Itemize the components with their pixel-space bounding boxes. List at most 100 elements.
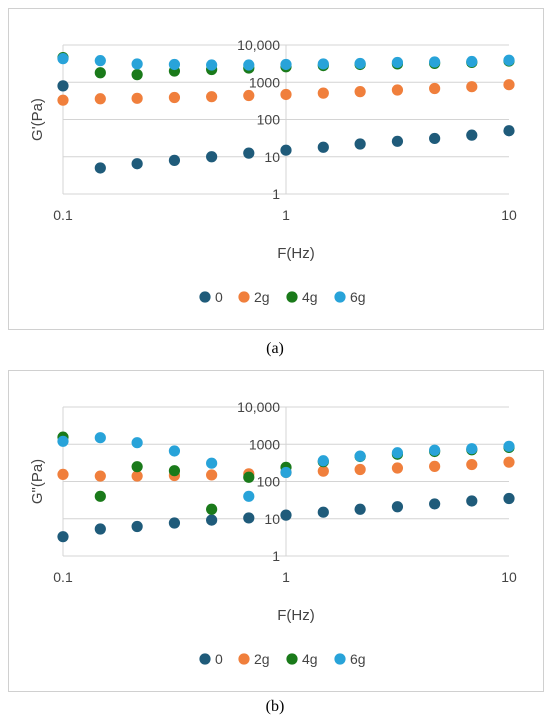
data-point-0 bbox=[206, 151, 218, 163]
legend-marker-0 bbox=[199, 291, 211, 303]
legend-label-2g: 2g bbox=[254, 651, 270, 667]
y-tick-label: 10 bbox=[264, 511, 280, 527]
data-point-6g bbox=[57, 435, 69, 447]
data-point-0 bbox=[503, 125, 515, 137]
data-point-6g bbox=[391, 56, 404, 69]
caption-a: (a) bbox=[266, 340, 284, 357]
data-point-6g bbox=[466, 443, 478, 455]
legend-marker-6g bbox=[334, 653, 346, 665]
data-point-2g bbox=[317, 465, 329, 477]
data-point-0 bbox=[429, 498, 441, 510]
data-point-0 bbox=[131, 158, 143, 170]
data-point-2g bbox=[503, 456, 515, 468]
data-point-2g bbox=[466, 81, 478, 93]
data-point-0 bbox=[429, 132, 441, 145]
data-point-6g bbox=[429, 444, 441, 456]
data-point-6g bbox=[503, 440, 515, 452]
data-point-0 bbox=[168, 154, 181, 166]
data-point-0 bbox=[168, 517, 181, 529]
data-point-2g bbox=[280, 88, 292, 101]
x-tick-label: 0.1 bbox=[53, 207, 73, 223]
data-point-0 bbox=[94, 523, 106, 535]
data-point-0 bbox=[354, 138, 366, 150]
x-tick-label: 0.1 bbox=[53, 569, 73, 585]
x-axis-title: F(Hz) bbox=[277, 245, 315, 262]
data-point-6g bbox=[503, 54, 515, 66]
data-point-0 bbox=[280, 509, 292, 521]
data-point-2g bbox=[466, 458, 478, 471]
data-point-2g bbox=[206, 91, 218, 103]
legend-label-4g: 4g bbox=[302, 289, 318, 305]
data-point-2g bbox=[503, 79, 515, 91]
legend-marker-2g bbox=[238, 653, 250, 665]
data-point-6g bbox=[466, 55, 478, 68]
y-tick-label: 1 bbox=[272, 186, 280, 202]
data-point-6g bbox=[206, 457, 218, 469]
data-point-0 bbox=[131, 520, 143, 533]
chart-b-panel: 1 10 100 1000 10,000 0.1 1 10 F(Hz) G"(Pa) 0 2g 4g 6g bbox=[8, 370, 544, 692]
data-point-4g bbox=[206, 503, 218, 515]
data-point-6g bbox=[131, 437, 143, 449]
legend-label-6g: 6g bbox=[350, 651, 366, 667]
legend-label-0: 0 bbox=[215, 289, 223, 305]
y-axis-title: G'(Pa) bbox=[29, 98, 46, 141]
legend-marker-4g bbox=[286, 653, 298, 665]
y-tick-label: 10,000 bbox=[237, 399, 280, 415]
y-tick-label: 1000 bbox=[249, 436, 280, 452]
chart-b: 1 10 100 1000 10,000 0.1 1 10 F(Hz) G"(Pa) 0 2g 4g 6g bbox=[29, 399, 517, 667]
data-point-0 bbox=[354, 503, 366, 515]
chart-a: 1 10 100 1000 10,000 0.1 1 10 F(Hz) G'(Pa) 0 2g 4g 6g bbox=[29, 37, 517, 305]
data-point-2g bbox=[94, 470, 106, 482]
y-tick-label: 10,000 bbox=[237, 37, 280, 53]
data-point-0 bbox=[503, 492, 515, 505]
data-point-2g bbox=[57, 94, 69, 106]
legend-label-6g: 6g bbox=[350, 289, 366, 305]
data-point-6g bbox=[94, 432, 106, 444]
x-tick-label: 1 bbox=[282, 207, 290, 223]
data-point-2g bbox=[168, 91, 181, 104]
data-point-6g bbox=[168, 445, 181, 457]
data-point-0 bbox=[466, 495, 478, 507]
y-tick-label: 100 bbox=[257, 474, 281, 490]
data-point-6g bbox=[57, 53, 69, 65]
chart-a-panel: 1 10 100 1000 10,000 0.1 1 10 F(Hz) G'(Pa) 0 2g 4g 6g bbox=[8, 8, 544, 330]
data-point-0 bbox=[243, 512, 255, 524]
data-point-6g bbox=[317, 58, 329, 70]
x-tick-label: 1 bbox=[282, 569, 290, 585]
y-tick-label: 1000 bbox=[249, 74, 280, 90]
data-point-0 bbox=[317, 506, 329, 518]
data-point-2g bbox=[391, 84, 404, 96]
data-point-6g bbox=[354, 450, 366, 462]
data-point-6g bbox=[243, 490, 255, 502]
data-point-6g bbox=[206, 59, 218, 71]
data-point-2g bbox=[94, 93, 106, 105]
data-point-2g bbox=[206, 469, 218, 481]
data-point-4g bbox=[131, 461, 143, 473]
data-point-2g bbox=[131, 470, 143, 482]
y-tick-label: 10 bbox=[264, 149, 280, 165]
legend-label-4g: 4g bbox=[302, 651, 318, 667]
legend-marker-6g bbox=[334, 291, 346, 303]
legend-label-0: 0 bbox=[215, 651, 223, 667]
x-tick-label: 10 bbox=[501, 207, 517, 223]
data-point-2g bbox=[429, 460, 441, 472]
legend-marker-2g bbox=[238, 291, 250, 303]
data-point-6g bbox=[429, 56, 441, 68]
data-point-0 bbox=[280, 144, 292, 156]
data-point-2g bbox=[354, 463, 366, 476]
data-point-4g bbox=[94, 67, 106, 79]
y-axis-title: G"(Pa) bbox=[29, 459, 46, 504]
data-point-2g bbox=[354, 86, 366, 98]
data-point-0 bbox=[206, 514, 218, 526]
x-axis-title: F(Hz) bbox=[277, 607, 315, 624]
data-point-4g bbox=[243, 471, 255, 483]
data-point-4g bbox=[94, 490, 106, 502]
legend-marker-0 bbox=[199, 653, 211, 665]
data-point-6g bbox=[391, 447, 404, 459]
data-point-6g bbox=[280, 58, 292, 71]
y-tick-label: 1 bbox=[272, 548, 280, 564]
data-point-6g bbox=[94, 55, 106, 67]
data-point-2g bbox=[429, 82, 441, 95]
data-point-4g bbox=[131, 69, 143, 81]
data-point-6g bbox=[243, 59, 255, 71]
